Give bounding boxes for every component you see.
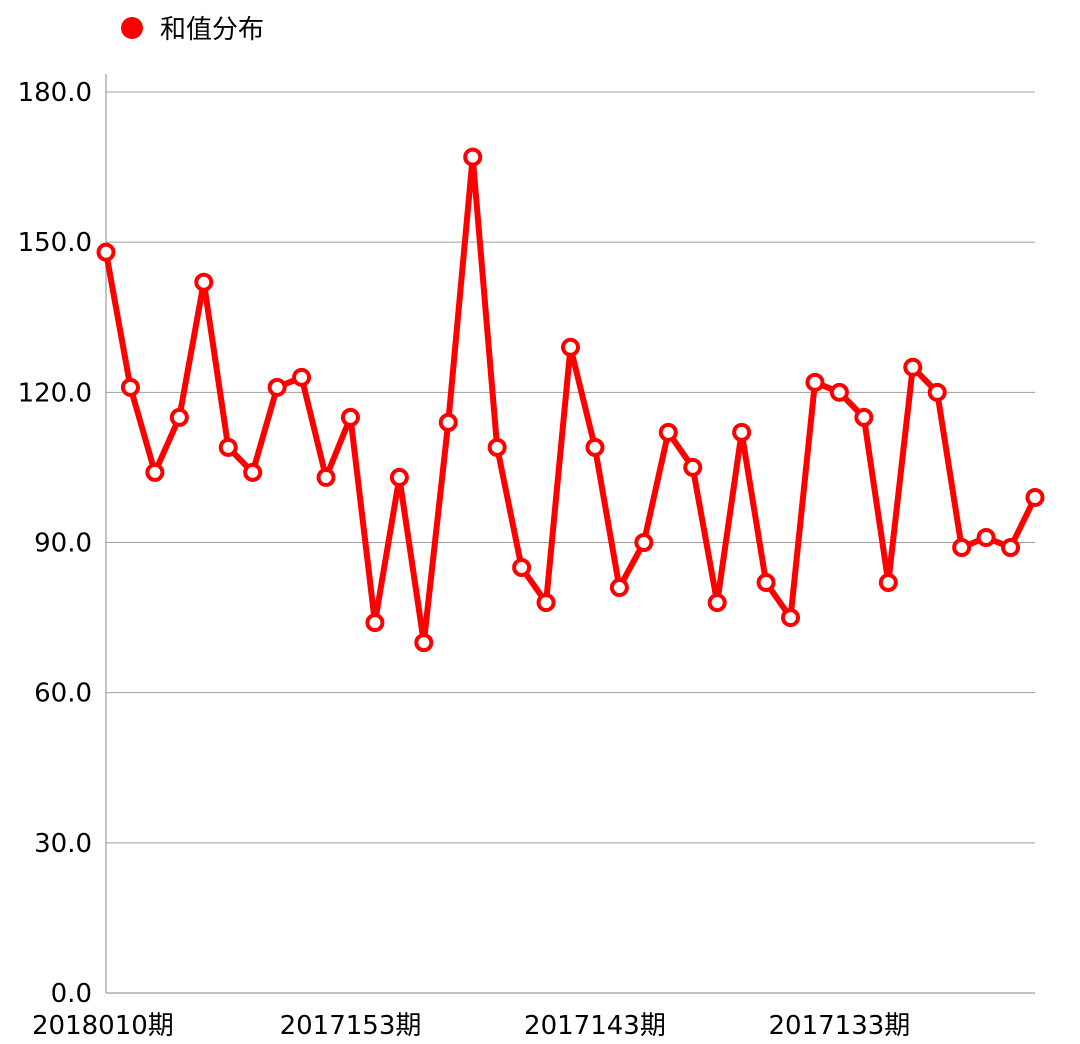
y-tick-label: 90.0: [34, 529, 92, 559]
data-point[interactable]: [243, 462, 263, 482]
data-point[interactable]: [120, 377, 140, 397]
data-point[interactable]: [927, 382, 947, 402]
data-point[interactable]: [389, 467, 409, 487]
y-tick-label: 150.0: [18, 228, 92, 258]
data-point[interactable]: [536, 593, 556, 613]
data-point[interactable]: [781, 608, 801, 628]
data-point[interactable]: [463, 147, 483, 167]
data-point[interactable]: [438, 412, 458, 432]
data-point[interactable]: [292, 367, 312, 387]
y-tick-label: 180.0: [18, 78, 92, 108]
data-point[interactable]: [903, 357, 923, 377]
data-point[interactable]: [658, 422, 678, 442]
data-point[interactable]: [267, 377, 287, 397]
data-point[interactable]: [805, 372, 825, 392]
data-point[interactable]: [634, 533, 654, 552]
data-point[interactable]: [145, 462, 165, 482]
x-tick-label: 2017133期: [769, 1011, 911, 1041]
legend-marker-icon: [121, 17, 143, 39]
data-point[interactable]: [683, 457, 703, 477]
data-point[interactable]: [487, 437, 507, 457]
data-point[interactable]: [829, 382, 849, 402]
data-point[interactable]: [1025, 487, 1045, 507]
data-point[interactable]: [365, 613, 385, 633]
data-point[interactable]: [952, 538, 972, 558]
axes: [105, 74, 1035, 994]
data-point[interactable]: [732, 422, 752, 442]
y-tick-label: 120.0: [18, 378, 92, 408]
series-layer: [96, 147, 1045, 653]
data-point[interactable]: [169, 407, 189, 427]
x-tick-label: 2017143期: [524, 1011, 666, 1041]
data-point[interactable]: [609, 578, 629, 598]
data-point[interactable]: [96, 242, 116, 262]
data-point[interactable]: [756, 573, 776, 593]
data-point[interactable]: [878, 573, 898, 593]
y-tick-labels: 0.0 30.0 60.0 90.0 120.0 150.0 180.0: [18, 78, 92, 1009]
x-tick-label: 2018010期: [32, 1011, 174, 1041]
data-point[interactable]: [512, 558, 532, 578]
data-point[interactable]: [561, 337, 580, 357]
data-point[interactable]: [585, 437, 605, 457]
legend: 和值分布: [121, 15, 264, 45]
data-point[interactable]: [976, 527, 996, 547]
data-point[interactable]: [218, 437, 238, 457]
y-tick-label: 60.0: [34, 679, 92, 709]
data-point[interactable]: [316, 467, 336, 487]
series-line: [103, 154, 1038, 646]
data-point[interactable]: [340, 407, 360, 427]
data-point[interactable]: [1001, 538, 1021, 558]
y-tick-label: 0.0: [51, 979, 92, 1009]
data-point[interactable]: [707, 593, 727, 613]
data-point[interactable]: [414, 633, 434, 653]
data-point[interactable]: [194, 272, 214, 292]
x-tick-labels: 2018010期 2017153期 2017143期 2017133期: [32, 1011, 910, 1041]
grid-lines: [106, 91, 1035, 844]
legend-label: 和值分布: [160, 15, 264, 45]
y-tick-label: 30.0: [34, 829, 92, 859]
x-tick-label: 2017153期: [280, 1011, 422, 1041]
data-point[interactable]: [854, 407, 874, 427]
